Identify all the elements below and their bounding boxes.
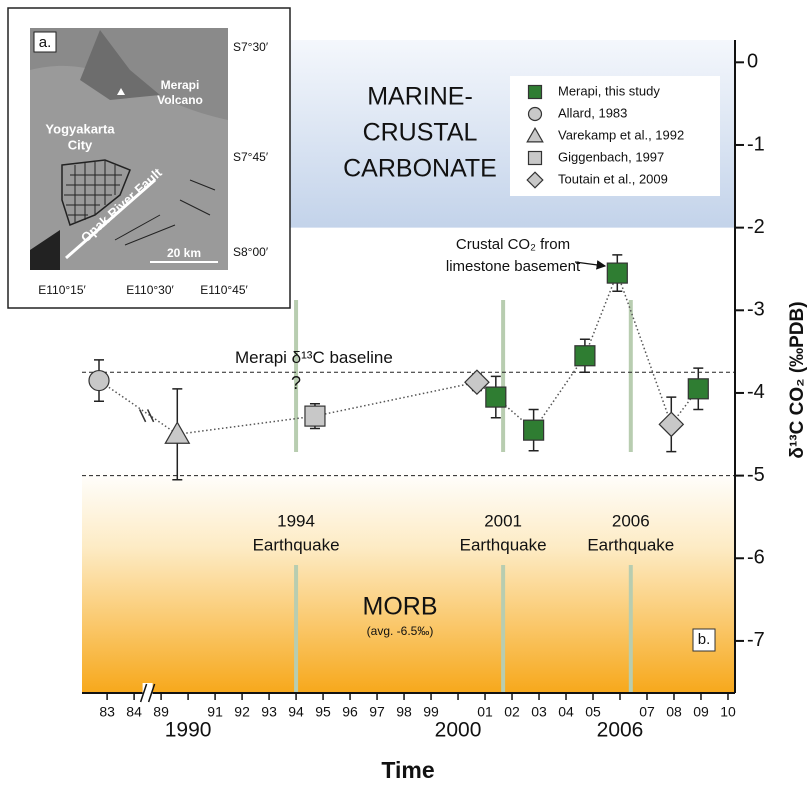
y-tick-label: -4 xyxy=(747,381,765,403)
x-tick-label: 89 xyxy=(153,704,169,720)
lon-label: E110°30′ xyxy=(126,283,174,297)
legend-label: Varekamp et al., 1992 xyxy=(558,127,684,142)
x-tick-label: 92 xyxy=(234,704,250,720)
legend-marker xyxy=(529,152,542,165)
data-point xyxy=(607,263,627,283)
x-tick-label: 05 xyxy=(585,704,601,720)
page: {"chart_data":{"type":"scatter","panel_l… xyxy=(0,0,807,787)
legend-label: Toutain et al., 2009 xyxy=(558,171,668,186)
annotation: Crustal CO₂ from xyxy=(456,236,570,253)
legend-label: Giggenbach, 1997 xyxy=(558,149,664,164)
volcano-label: Volcano xyxy=(157,93,203,107)
annotation: limestone basement xyxy=(446,258,581,275)
data-point xyxy=(524,420,544,440)
line-break xyxy=(140,409,154,421)
x-tick-label: 02 xyxy=(504,704,520,720)
x-tick-label: 2000 xyxy=(435,719,482,742)
x-tick-label: 91 xyxy=(207,704,223,720)
legend-label: Allard, 1983 xyxy=(558,105,627,120)
data-point xyxy=(486,387,506,407)
scale-label: 20 km xyxy=(167,246,201,260)
y-axis-label: δ¹³C CO₂ (‰PDB) xyxy=(787,301,807,458)
y-tick-label: -1 xyxy=(747,133,765,155)
lat-label: S7°30′ xyxy=(233,40,269,54)
y-tick-label: -6 xyxy=(747,547,765,569)
y-tick-label: -2 xyxy=(747,216,765,238)
x-tick-label: 95 xyxy=(315,704,331,720)
region-note: (avg. -6.5‰) xyxy=(367,624,434,638)
data-point xyxy=(305,406,325,426)
region-label: MORB xyxy=(363,593,438,621)
volcano-label: Merapi xyxy=(161,78,200,92)
x-tick-label: 09 xyxy=(693,704,709,720)
region-label: MARINE- xyxy=(367,83,473,111)
x-tick-label: 10 xyxy=(720,704,736,720)
y-tick-label: -5 xyxy=(747,464,765,486)
inset-map: a. Merapi Volcano Yogyakarta City Opak R… xyxy=(8,8,290,308)
inset-label: a. xyxy=(39,34,52,51)
region-label: CRUSTAL xyxy=(363,119,478,147)
data-point xyxy=(89,371,109,391)
x-tick-label: 97 xyxy=(369,704,385,720)
event-label: Earthquake xyxy=(587,535,674,554)
x-tick-label: 1990 xyxy=(165,719,212,742)
region-label: CARBONATE xyxy=(343,155,497,183)
x-tick-label: 04 xyxy=(558,704,574,720)
lat-label: S7°45′ xyxy=(233,150,269,164)
reference-label: Merapi δ¹³C baseline xyxy=(235,348,393,367)
x-tick-label: 07 xyxy=(639,704,655,720)
panel-label: b. xyxy=(698,631,711,648)
x-tick-label: 84 xyxy=(126,704,142,720)
event-note: ? xyxy=(291,373,301,393)
legend-marker xyxy=(529,86,542,99)
event-label: Earthquake xyxy=(253,535,340,554)
y-tick-label: 0 xyxy=(747,51,758,73)
chart: MARINE-CRUSTALCARBONATEMORB(avg. -6.5‰) … xyxy=(0,0,807,787)
lat-label: S8°00′ xyxy=(233,245,269,259)
x-tick-label: 01 xyxy=(477,704,493,720)
x-tick-label: 2006 xyxy=(597,719,644,742)
x-tick-label: 08 xyxy=(666,704,682,720)
event-year: 1994 xyxy=(277,511,315,530)
lon-label: E110°45′ xyxy=(200,283,248,297)
data-point xyxy=(575,346,595,366)
y-tick-label: -3 xyxy=(747,299,765,321)
x-tick-label: 96 xyxy=(342,704,358,720)
legend-label: Merapi, this study xyxy=(558,83,660,98)
city-label: Yogyakarta xyxy=(45,121,115,136)
data-point xyxy=(659,412,683,436)
legend: Merapi, this study Allard, 1983 Varekamp e… xyxy=(510,76,720,196)
x-tick-label: 98 xyxy=(396,704,412,720)
x-axis-label: Time xyxy=(381,757,434,783)
data-point xyxy=(688,379,708,399)
lon-label: E110°15′ xyxy=(38,283,86,297)
x-tick-label: 83 xyxy=(99,704,115,720)
y-tick-label: -7 xyxy=(747,629,765,651)
x-tick-label: 99 xyxy=(423,704,439,720)
event-year: 2006 xyxy=(612,511,650,530)
event-year: 2001 xyxy=(484,511,522,530)
data-point xyxy=(165,422,189,443)
city-label: City xyxy=(68,137,93,152)
x-tick-label: 93 xyxy=(261,704,277,720)
x-tick-label: 03 xyxy=(531,704,547,720)
legend-marker xyxy=(529,108,542,121)
morb-region xyxy=(82,470,735,693)
x-tick-label: 94 xyxy=(288,704,304,720)
event-label: Earthquake xyxy=(460,535,547,554)
